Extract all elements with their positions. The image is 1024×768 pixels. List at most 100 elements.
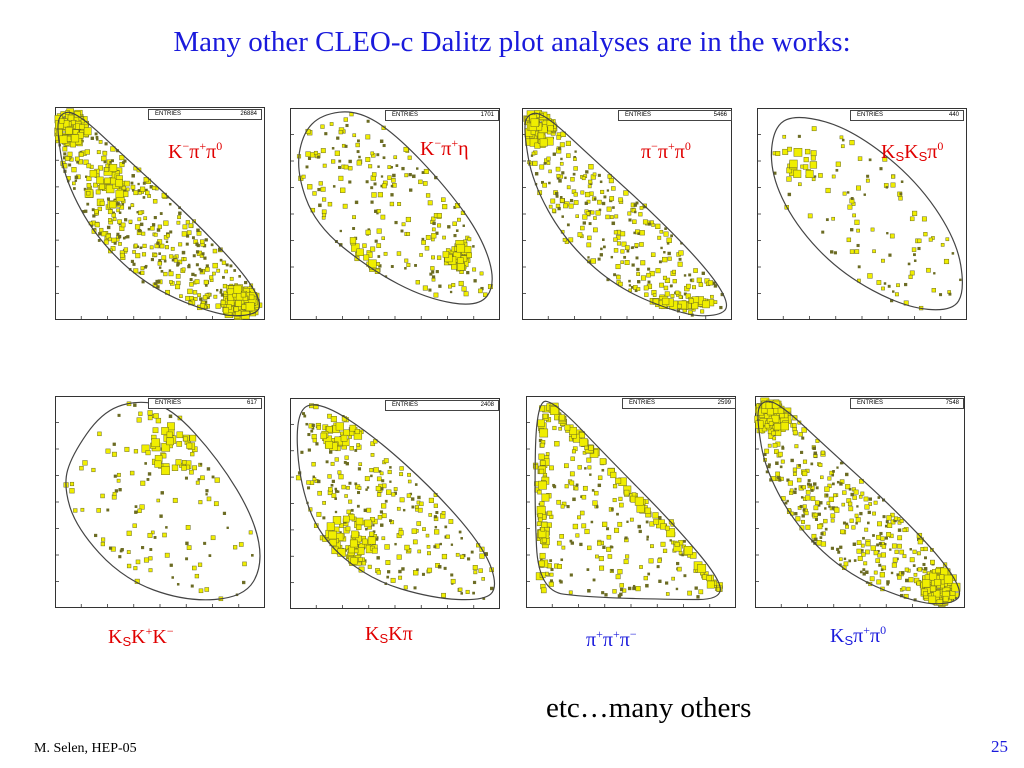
dalitz-event-box xyxy=(616,241,622,246)
dalitz-event-box xyxy=(118,242,122,246)
dalitz-event-box xyxy=(108,546,113,550)
dalitz-event-box xyxy=(106,197,110,201)
dalitz-event-box xyxy=(130,259,134,263)
dalitz-event-box xyxy=(850,197,854,200)
dalitz-event-box xyxy=(643,575,648,581)
plot-frame xyxy=(522,108,732,320)
dalitz-event-box xyxy=(913,253,916,257)
dalitz-event-box xyxy=(662,275,667,280)
dalitz-event-box xyxy=(948,292,952,296)
dalitz-event-box xyxy=(811,177,816,182)
dalitz-boundary xyxy=(298,111,493,305)
dalitz-event-box xyxy=(667,256,672,261)
dalitz-event-box xyxy=(133,268,139,274)
dalitz-event-box xyxy=(836,480,840,484)
dalitz-event-box xyxy=(120,222,126,228)
dalitz-event-box xyxy=(693,268,698,273)
dalitz-event-box xyxy=(320,186,326,192)
dalitz-event-box xyxy=(560,558,564,562)
dalitz-event-box xyxy=(170,246,175,251)
dalitz-event-box xyxy=(647,280,651,284)
entries-value: 440 xyxy=(948,112,959,118)
dalitz-event-box xyxy=(577,465,582,470)
dalitz-event-box xyxy=(767,464,771,469)
dalitz-event-box xyxy=(674,541,680,547)
dalitz-event-box xyxy=(647,267,651,271)
label-subscript: S xyxy=(122,634,132,649)
dalitz-event-box xyxy=(384,499,388,503)
dalitz-event-box xyxy=(597,257,601,261)
label-particle: π xyxy=(602,629,613,651)
dalitz-event-box xyxy=(192,565,197,571)
dalitz-event-box xyxy=(872,534,875,537)
dalitz-event-box xyxy=(182,257,187,261)
dalitz-event-box xyxy=(877,553,882,558)
dalitz-event-box xyxy=(479,553,485,559)
dalitz-event-box xyxy=(780,459,785,464)
dalitz-event-box xyxy=(444,525,448,529)
dalitz-event-box xyxy=(650,544,654,549)
dalitz-event-box xyxy=(163,220,169,226)
dalitz-event-box xyxy=(396,251,402,256)
dalitz-event-box xyxy=(349,446,354,451)
dalitz-event-box xyxy=(637,232,640,235)
dalitz-event-box xyxy=(650,220,654,225)
dalitz-event-box xyxy=(131,174,135,178)
dalitz-event-box xyxy=(671,576,675,581)
dalitz-event-box xyxy=(865,549,870,555)
dalitz-event-box xyxy=(370,151,375,156)
dalitz-event-box xyxy=(368,259,377,269)
entries-box: ENTRIES 440 xyxy=(850,110,964,121)
dalitz-event-box xyxy=(111,159,114,163)
label-particle: π xyxy=(641,141,652,163)
dalitz-event-box xyxy=(899,192,903,196)
dalitz-event-box xyxy=(381,236,385,240)
label-particle: π xyxy=(657,141,668,163)
dalitz-event-box xyxy=(842,191,847,196)
dalitz-event-box xyxy=(357,139,360,143)
dalitz-event-box xyxy=(575,214,579,218)
decay-mode-label: K−π+π0 xyxy=(168,140,222,162)
dalitz-event-box xyxy=(587,465,592,470)
dalitz-event-box xyxy=(802,164,809,170)
dalitz-event-box xyxy=(100,493,105,499)
decay-mode-label: KSKSπ0 xyxy=(881,140,943,163)
dalitz-event-box xyxy=(352,133,357,138)
dalitz-event-box xyxy=(826,501,831,506)
dalitz-event-box xyxy=(370,474,373,478)
dalitz-event-box xyxy=(139,222,144,227)
dalitz-event-box xyxy=(886,515,892,521)
dalitz-event-box xyxy=(377,255,381,258)
dalitz-event-box xyxy=(472,580,477,585)
dalitz-event-box xyxy=(445,534,450,539)
dalitz-event-box xyxy=(404,258,409,263)
dalitz-event-box xyxy=(569,426,577,435)
dalitz-event-box xyxy=(559,534,564,539)
dalitz-event-box xyxy=(186,442,193,449)
dalitz-event-box xyxy=(932,569,937,574)
dalitz-event-box xyxy=(538,453,545,460)
dalitz-event-box xyxy=(332,185,336,188)
dalitz-event-box xyxy=(540,442,545,448)
dalitz-event-box xyxy=(433,545,437,549)
dalitz-event-box xyxy=(305,151,311,157)
dalitz-event-box xyxy=(101,537,106,542)
dalitz-event-box xyxy=(666,237,672,243)
dalitz-event-box xyxy=(402,508,406,512)
dalitz-event-box xyxy=(167,422,175,431)
dalitz-event-box xyxy=(585,170,589,174)
dalitz-event-box xyxy=(422,285,428,291)
dalitz-event-box xyxy=(156,228,161,232)
dalitz-event-box xyxy=(186,230,192,235)
dalitz-event-box xyxy=(774,449,779,454)
dalitz-event-box xyxy=(599,253,603,257)
dalitz-event-box xyxy=(800,496,804,499)
dalitz-event-box xyxy=(401,166,405,171)
dalitz-event-box xyxy=(617,569,623,575)
dalitz-event-box xyxy=(317,187,321,192)
dalitz-event-box xyxy=(549,465,554,471)
dalitz-event-box xyxy=(176,441,183,447)
dalitz-event-box xyxy=(151,438,160,448)
dalitz-event-box xyxy=(570,177,575,182)
dalitz-event-box xyxy=(689,278,693,282)
